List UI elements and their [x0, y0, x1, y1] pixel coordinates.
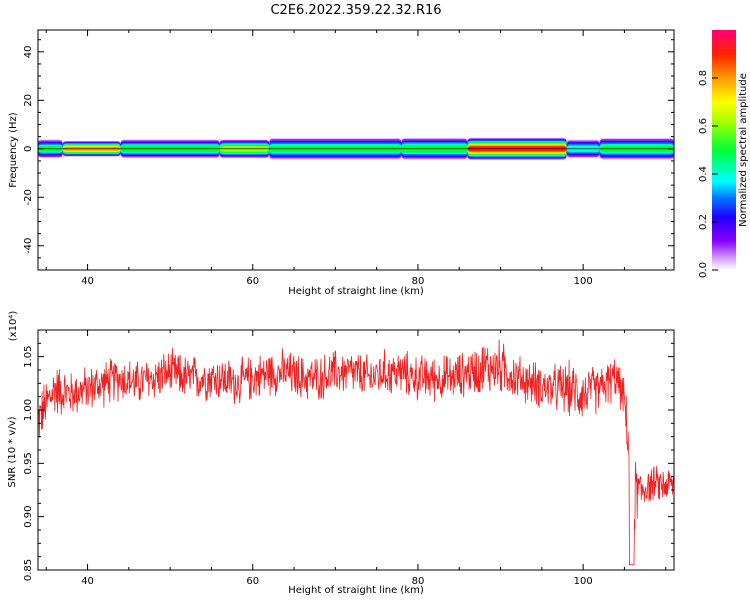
y-tick-label: 20: [23, 94, 34, 107]
x-tick-label: 80: [412, 276, 425, 287]
snr-x-ticks: 40 60 80 100: [45, 330, 667, 587]
spectrogram-x-axis-label: Height of straight line (km): [288, 286, 424, 297]
colorbar-label: Normalized spectral amplitude: [738, 73, 749, 227]
colorbar-tick-label: 0.6: [698, 118, 709, 134]
spectrogram-y-axis-label: Frequency (Hz): [8, 112, 19, 188]
x-tick-label: 80: [412, 576, 425, 587]
x-tick-label: 40: [81, 276, 94, 287]
snr-y-ticks: 0.85 0.90 0.95 1.00 1.05: [23, 329, 674, 581]
y-tick-label: 0.95: [23, 452, 34, 474]
snr-y-axis-label: SNR (10 * v/v): [7, 416, 18, 487]
colorbar: 0.0 0.2 0.4 0.6 0.8 Normalized spectral ampl…: [698, 30, 749, 278]
x-tick-label: 100: [574, 276, 593, 287]
spectrogram-x-ticks: 40 60 80 100: [45, 30, 667, 287]
colorbar-gradient: [712, 30, 736, 270]
spectrogram-band: [38, 137, 674, 160]
y-tick-label: 40: [23, 45, 34, 58]
snr-plot: 40 60 80 100 0.85 0.90 0.95 1.00 1.05 Height of…: [7, 311, 675, 596]
colorbar-tick-label: 0.8: [698, 70, 709, 86]
chart-title: C2E6.2022.359.22.32.R16: [270, 3, 441, 18]
y-tick-label: -40: [23, 238, 34, 254]
snr-frame: [37, 329, 675, 571]
band-segment: [219, 139, 270, 159]
colorbar-tick-label: 0.2: [698, 214, 709, 230]
y-tick-label: 1.00: [23, 399, 34, 421]
snr-x-axis-label: Height of straight line (km): [288, 585, 424, 596]
y-tick-label: 0.85: [23, 559, 34, 581]
colorbar-tick-label: 0.4: [698, 166, 709, 182]
y-tick-label: 1.05: [23, 346, 34, 368]
x-tick-label: 60: [246, 576, 259, 587]
y-tick-label: 0.90: [23, 506, 34, 528]
y-tick-label: 0: [23, 146, 34, 152]
snr-series-line: [38, 339, 674, 566]
x-tick-label: 100: [574, 576, 593, 587]
y-tick-label: -20: [23, 189, 34, 205]
colorbar-ticks: 0.0 0.2 0.4 0.6 0.8: [698, 70, 718, 278]
colorbar-tick-label: 0.0: [698, 262, 709, 278]
spectrogram-y-ticks: -40 -20 0 20 40: [23, 39, 674, 271]
spectrogram-frame: [37, 29, 675, 271]
snr-y-multiplier: (x10⁴): [8, 311, 19, 342]
x-tick-label: 40: [81, 576, 94, 587]
x-tick-label: 60: [246, 276, 259, 287]
spectrogram-plot: 40 60 80 100 -40 -20 0 20 40 Height of straight…: [8, 29, 675, 297]
